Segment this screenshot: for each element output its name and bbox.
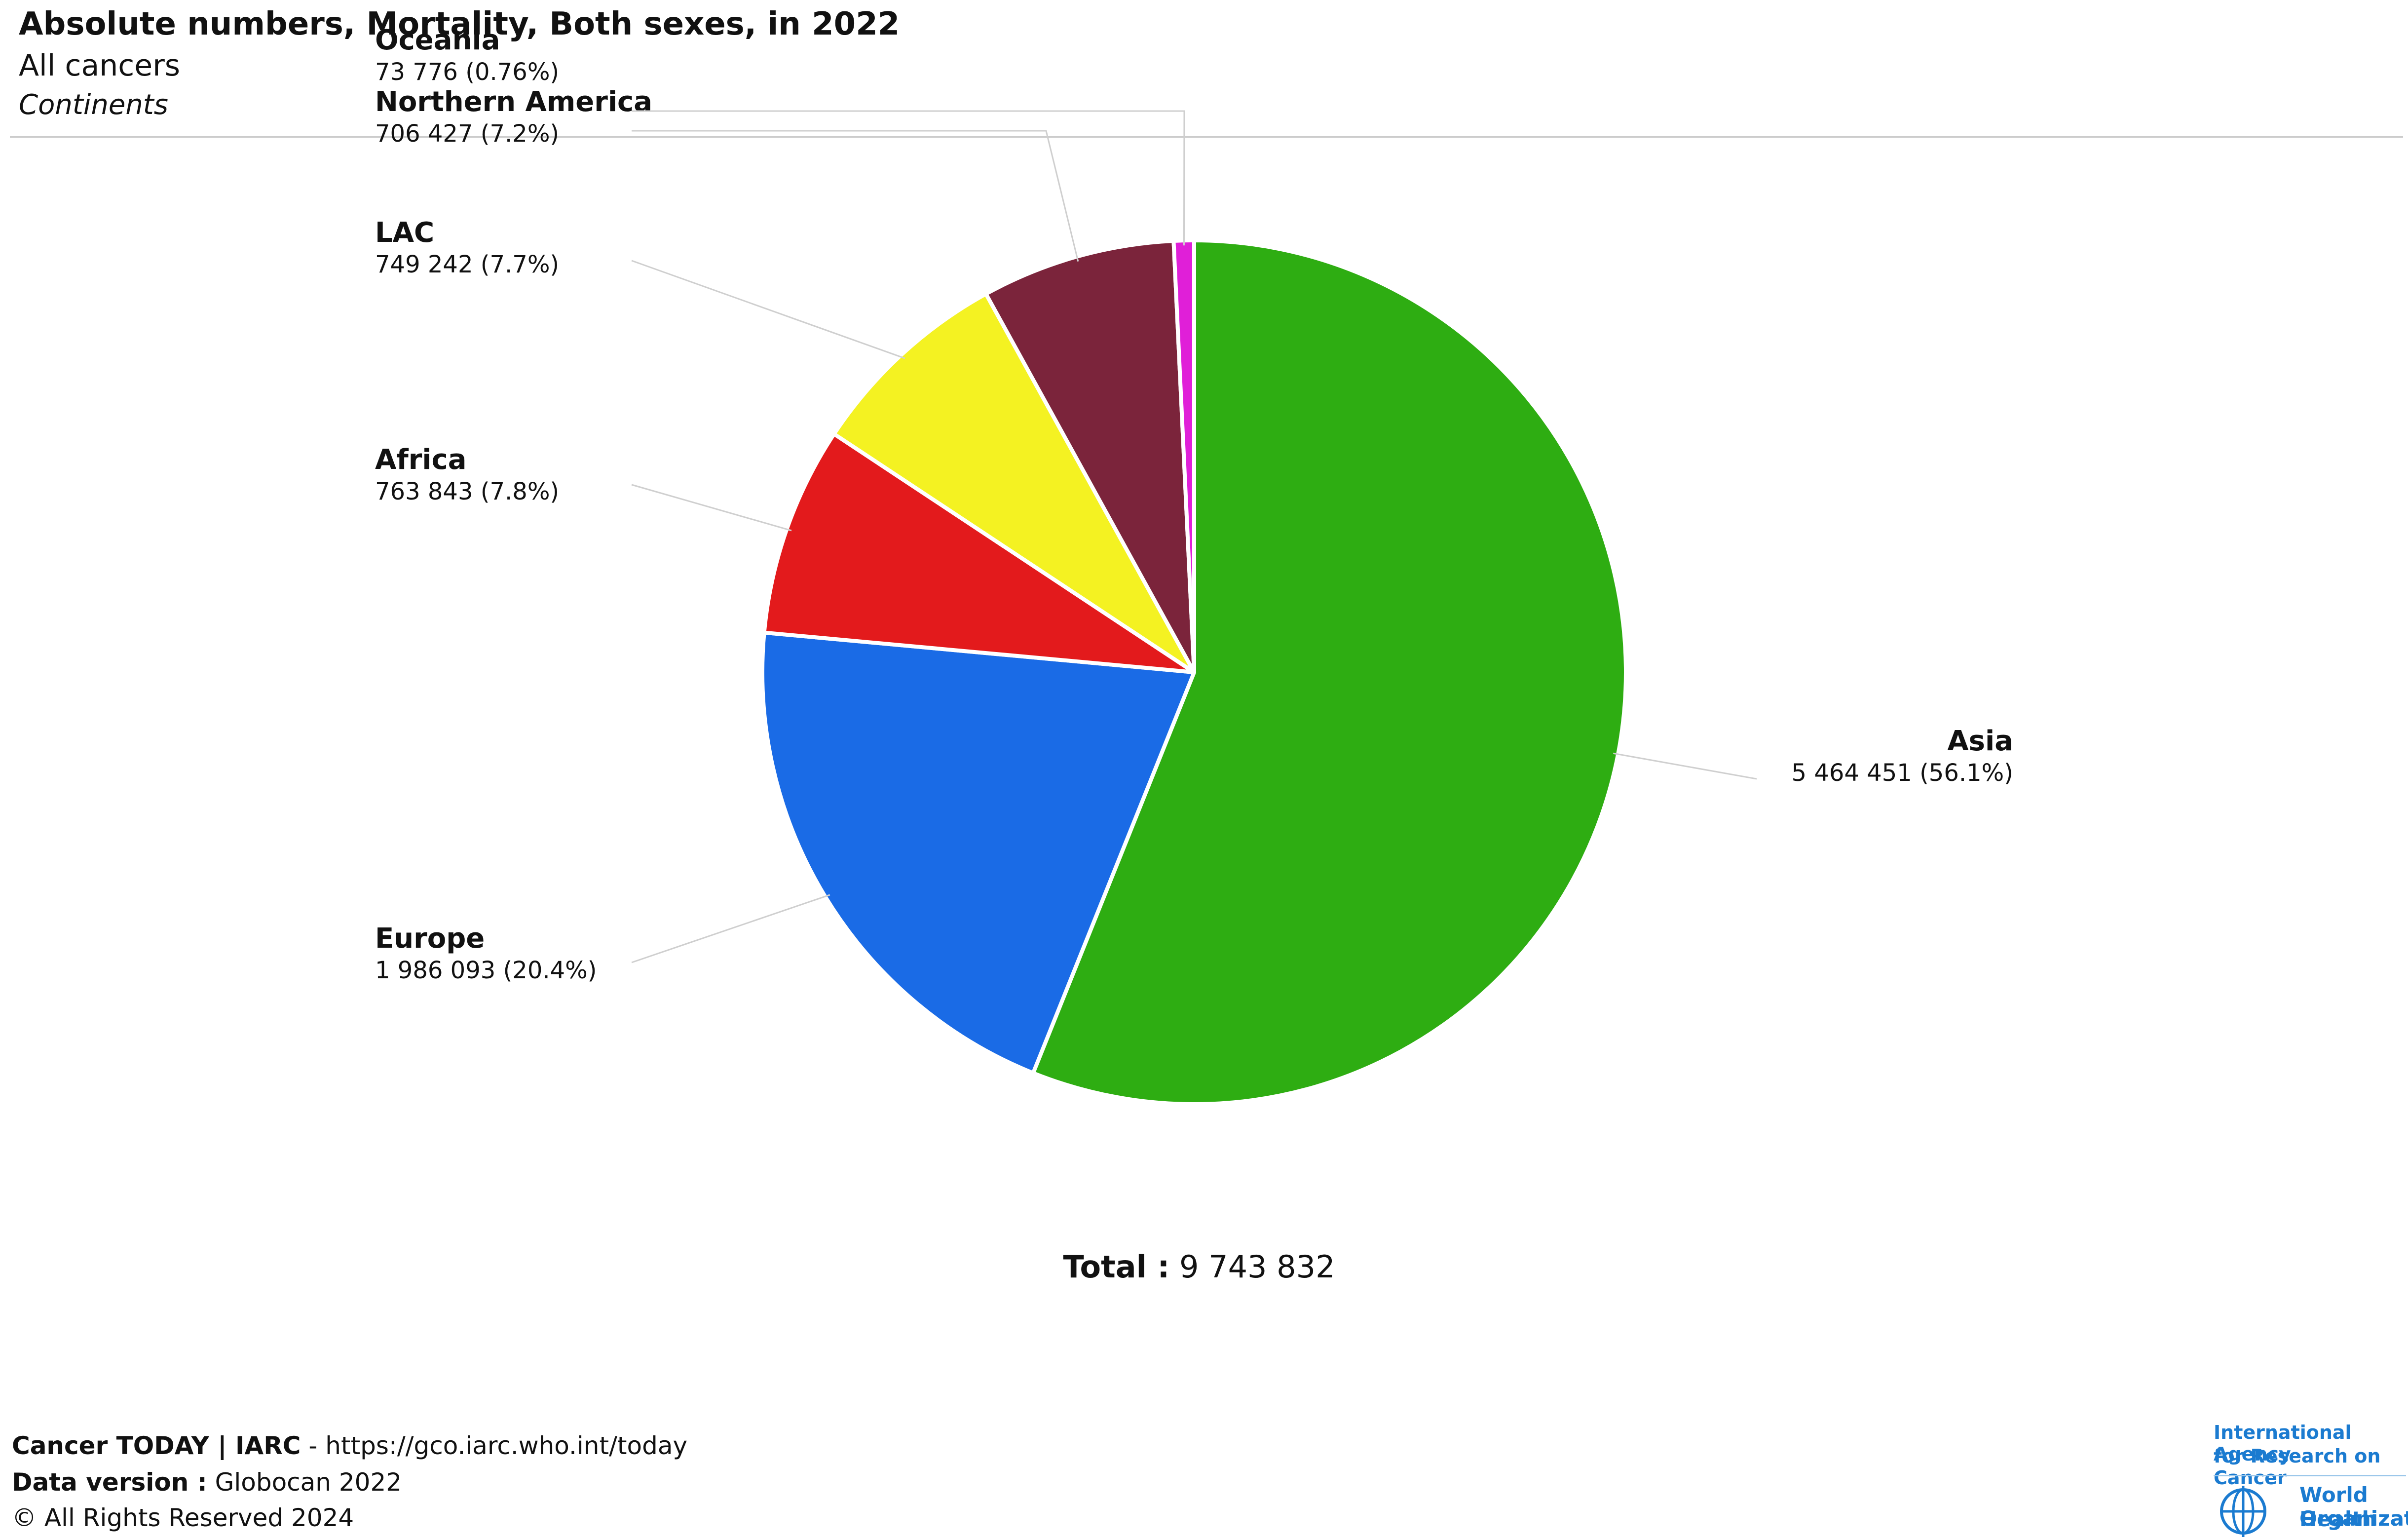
total-label: Total : 9 743 832 bbox=[0, 1249, 2398, 1285]
logo-divider bbox=[2214, 1475, 2406, 1476]
chart-title: Absolute numbers, Mortality, Both sexes,… bbox=[19, 6, 900, 42]
footer-source: Cancer TODAY | IARC - https://gco.iarc.w… bbox=[12, 1431, 687, 1460]
label-leader-lac bbox=[631, 260, 905, 359]
slice-label-name: Africa bbox=[375, 444, 467, 476]
slice-label-value: 706 427 (7.2%) bbox=[375, 120, 559, 148]
header-divider bbox=[10, 136, 2403, 138]
footer-data-version: Data version : Globocan 2022 bbox=[12, 1468, 402, 1497]
pie-slice-lac[interactable] bbox=[832, 292, 1196, 674]
label-leader-oceania bbox=[632, 110, 1185, 246]
slice-label-value: 73 776 (0.76%) bbox=[375, 58, 559, 86]
iarc-logo-line1: International Agency bbox=[2214, 1422, 2352, 1465]
label-leader-asia bbox=[1613, 752, 1757, 780]
total-title: Total : bbox=[1063, 1249, 1170, 1285]
slice-label-name: Oceania bbox=[375, 24, 500, 56]
slice-label-name: Northern America bbox=[375, 86, 652, 118]
chart-grouping: Continents bbox=[19, 89, 168, 121]
footer-copyright: © All Rights Reserved 2024 bbox=[12, 1503, 354, 1532]
who-logo-line1: World Health bbox=[2299, 1483, 2377, 1531]
label-leader-northern-america bbox=[632, 130, 1079, 262]
slice-label-name: Europe bbox=[375, 923, 485, 955]
slice-label-name: LAC bbox=[375, 217, 434, 249]
footer-source-url[interactable]: - https://gco.iarc.who.int/today bbox=[301, 1431, 688, 1460]
who-emblem-icon bbox=[2220, 1486, 2266, 1537]
footer-data-version-bold: Data version : bbox=[12, 1468, 207, 1497]
slice-label-value: 1 986 093 (20.4%) bbox=[375, 957, 597, 984]
slice-label-name: Asia bbox=[1947, 725, 2013, 757]
slice-label-value: 749 242 (7.7%) bbox=[375, 251, 559, 278]
slice-label-value: 763 843 (7.8%) bbox=[375, 478, 559, 505]
footer-data-version-value: Globocan 2022 bbox=[207, 1468, 402, 1497]
label-leader-africa bbox=[631, 484, 792, 532]
iarc-logo-line2: for Research on Cancer bbox=[2214, 1445, 2381, 1489]
total-value: 9 743 832 bbox=[1179, 1249, 1335, 1285]
footer-source-bold: Cancer TODAY | IARC bbox=[12, 1431, 301, 1460]
who-logo-line2: Organization bbox=[2299, 1506, 2408, 1531]
label-leader-europe bbox=[631, 894, 830, 963]
pie-slice-europe[interactable] bbox=[760, 630, 1196, 1075]
chart-subtitle: All cancers bbox=[19, 48, 181, 83]
slice-label-value: 5 464 451 (56.1%) bbox=[1792, 759, 2013, 787]
